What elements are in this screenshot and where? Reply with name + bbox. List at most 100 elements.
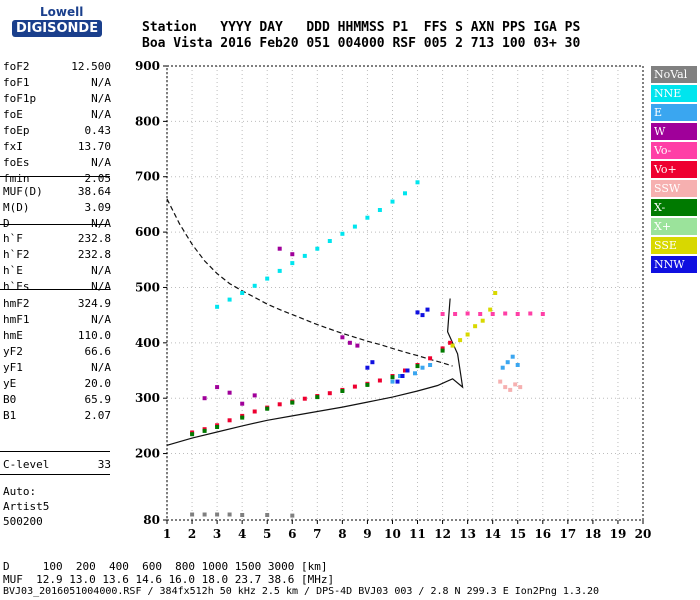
chart-curves: [166, 198, 464, 446]
point-e: [413, 371, 417, 376]
point-nne: [390, 199, 395, 204]
point-xminus: [265, 406, 270, 411]
y-tick-label: 500: [135, 280, 160, 294]
point-sse: [465, 332, 470, 337]
point-w: [227, 390, 232, 395]
point-nnw: [395, 379, 400, 384]
logo-lowell: Lowell: [40, 5, 84, 19]
x-tick-label: 1: [163, 527, 171, 541]
point-nne: [415, 180, 420, 185]
ionogram-chart: 1 2 3 4 5 6 7 8 9 10 11 12 13 14 15 16 17 18 19 20802003004…: [135, 59, 651, 541]
legend-item-vominus: Vo-: [651, 142, 697, 159]
point-xminus: [290, 400, 295, 405]
true-height-profile: [166, 298, 464, 446]
point-w: [355, 343, 360, 348]
y-tick-label: 300: [135, 391, 160, 405]
point-xminus: [190, 432, 195, 437]
point-nnw: [400, 374, 405, 378]
point-noval: [190, 512, 195, 517]
point-nne: [365, 215, 370, 220]
point-vominus: [515, 312, 520, 316]
point-sse: [473, 324, 478, 329]
x-tick-label: 11: [409, 527, 426, 541]
point-noval: [290, 513, 295, 518]
y-tick-label: 80: [143, 513, 160, 527]
param-name: h`F: [3, 232, 23, 245]
plot-frame: [166, 65, 644, 521]
point-voplus: [440, 346, 445, 351]
footer-muf-row: MUF 12.9 13.0 13.6 14.6 16.0 18.0 23.7 3…: [3, 573, 335, 586]
param-value: N/A: [91, 76, 111, 89]
param-separator: [0, 289, 110, 290]
legend-item-noval: NoVal: [651, 66, 697, 83]
point-w: [277, 246, 282, 251]
chart-points: [190, 180, 545, 518]
param-value: 65.9: [84, 393, 112, 406]
point-e: [515, 363, 520, 367]
param-name: foEp: [3, 124, 30, 137]
param-value: 33: [97, 458, 111, 471]
param-name: yF1: [3, 361, 23, 374]
legend-item-voplus: Vo+: [651, 161, 697, 178]
param-row: M(D) 3.09: [3, 201, 111, 216]
param-row: C-level 33: [3, 458, 111, 473]
point-e: [505, 360, 510, 365]
param-name: foF1p: [3, 92, 37, 105]
x-tick-label: 8: [338, 527, 346, 541]
param-row: foEs N/A: [3, 156, 111, 171]
param-row: yF1 N/A: [3, 361, 111, 376]
legend-item-ssw: SSW: [651, 180, 697, 197]
point-vominus: [453, 312, 458, 316]
point-nnw: [425, 307, 430, 312]
point-noval: [215, 512, 220, 517]
point-e: [428, 363, 433, 367]
param-value: 324.9: [77, 297, 111, 310]
legend-item-xminus: X-: [651, 199, 697, 216]
param-value: N/A: [91, 264, 111, 277]
param-name: B1: [3, 409, 17, 422]
point-nnw: [415, 310, 420, 315]
y-tick-label: 200: [135, 447, 160, 461]
param-row: D N/A: [3, 217, 111, 232]
param-row: fmin 2.05: [3, 172, 111, 187]
x-tick-label: 6: [288, 527, 296, 541]
legend-item-nne: NNE: [651, 85, 697, 102]
point-w: [290, 252, 295, 257]
point-xminus: [240, 415, 245, 420]
param-value: 13.70: [77, 140, 111, 153]
point-xminus: [340, 389, 345, 393]
param-name: C-level: [3, 458, 50, 471]
param-value: 232.8: [77, 232, 111, 245]
x-tick-label: 14: [484, 527, 501, 541]
point-xminus: [215, 425, 220, 429]
legend-item-nnw: NNW: [651, 256, 697, 273]
param-value: N/A: [91, 108, 111, 121]
param-row: MUF(D) 38.64: [3, 185, 111, 200]
point-nne: [290, 261, 295, 266]
point-nne: [352, 224, 357, 229]
param-value: 2.07: [84, 409, 112, 422]
x-tick-label: 4: [238, 527, 246, 541]
point-xminus: [202, 428, 207, 433]
point-vominus: [503, 311, 508, 316]
point-sse: [488, 307, 493, 312]
param-name: MUF(D): [3, 185, 43, 198]
point-vominus: [540, 312, 545, 316]
point-voplus: [377, 378, 382, 383]
param-separator: [0, 451, 110, 452]
x-tick-label: 12: [434, 527, 451, 541]
footer-file-info: BVJ03_2016051004000.RSF / 384fx512h 50 k…: [3, 586, 600, 597]
chart-axes: 1 2 3 4 5 6 7 8 9 10 11 12 13 14 15 16 17 18 19 20802003004…: [135, 59, 651, 541]
point-vominus: [490, 312, 495, 316]
param-name: h`F2: [3, 248, 30, 261]
param-name: h`E: [3, 264, 23, 277]
param-row: yE 20.0: [3, 377, 111, 392]
footer-distance-row: D 100 200 400 600 800 1000 1500 3000 [km…: [3, 560, 328, 573]
param-separator: [0, 474, 110, 475]
point-vominus: [465, 311, 470, 316]
legend-item-e: E: [651, 104, 697, 121]
x-tick-label: 15: [509, 527, 526, 541]
x-tick-label: 2: [188, 527, 196, 541]
x-tick-label: 3: [213, 527, 221, 541]
x-tick-label: 10: [384, 527, 401, 541]
